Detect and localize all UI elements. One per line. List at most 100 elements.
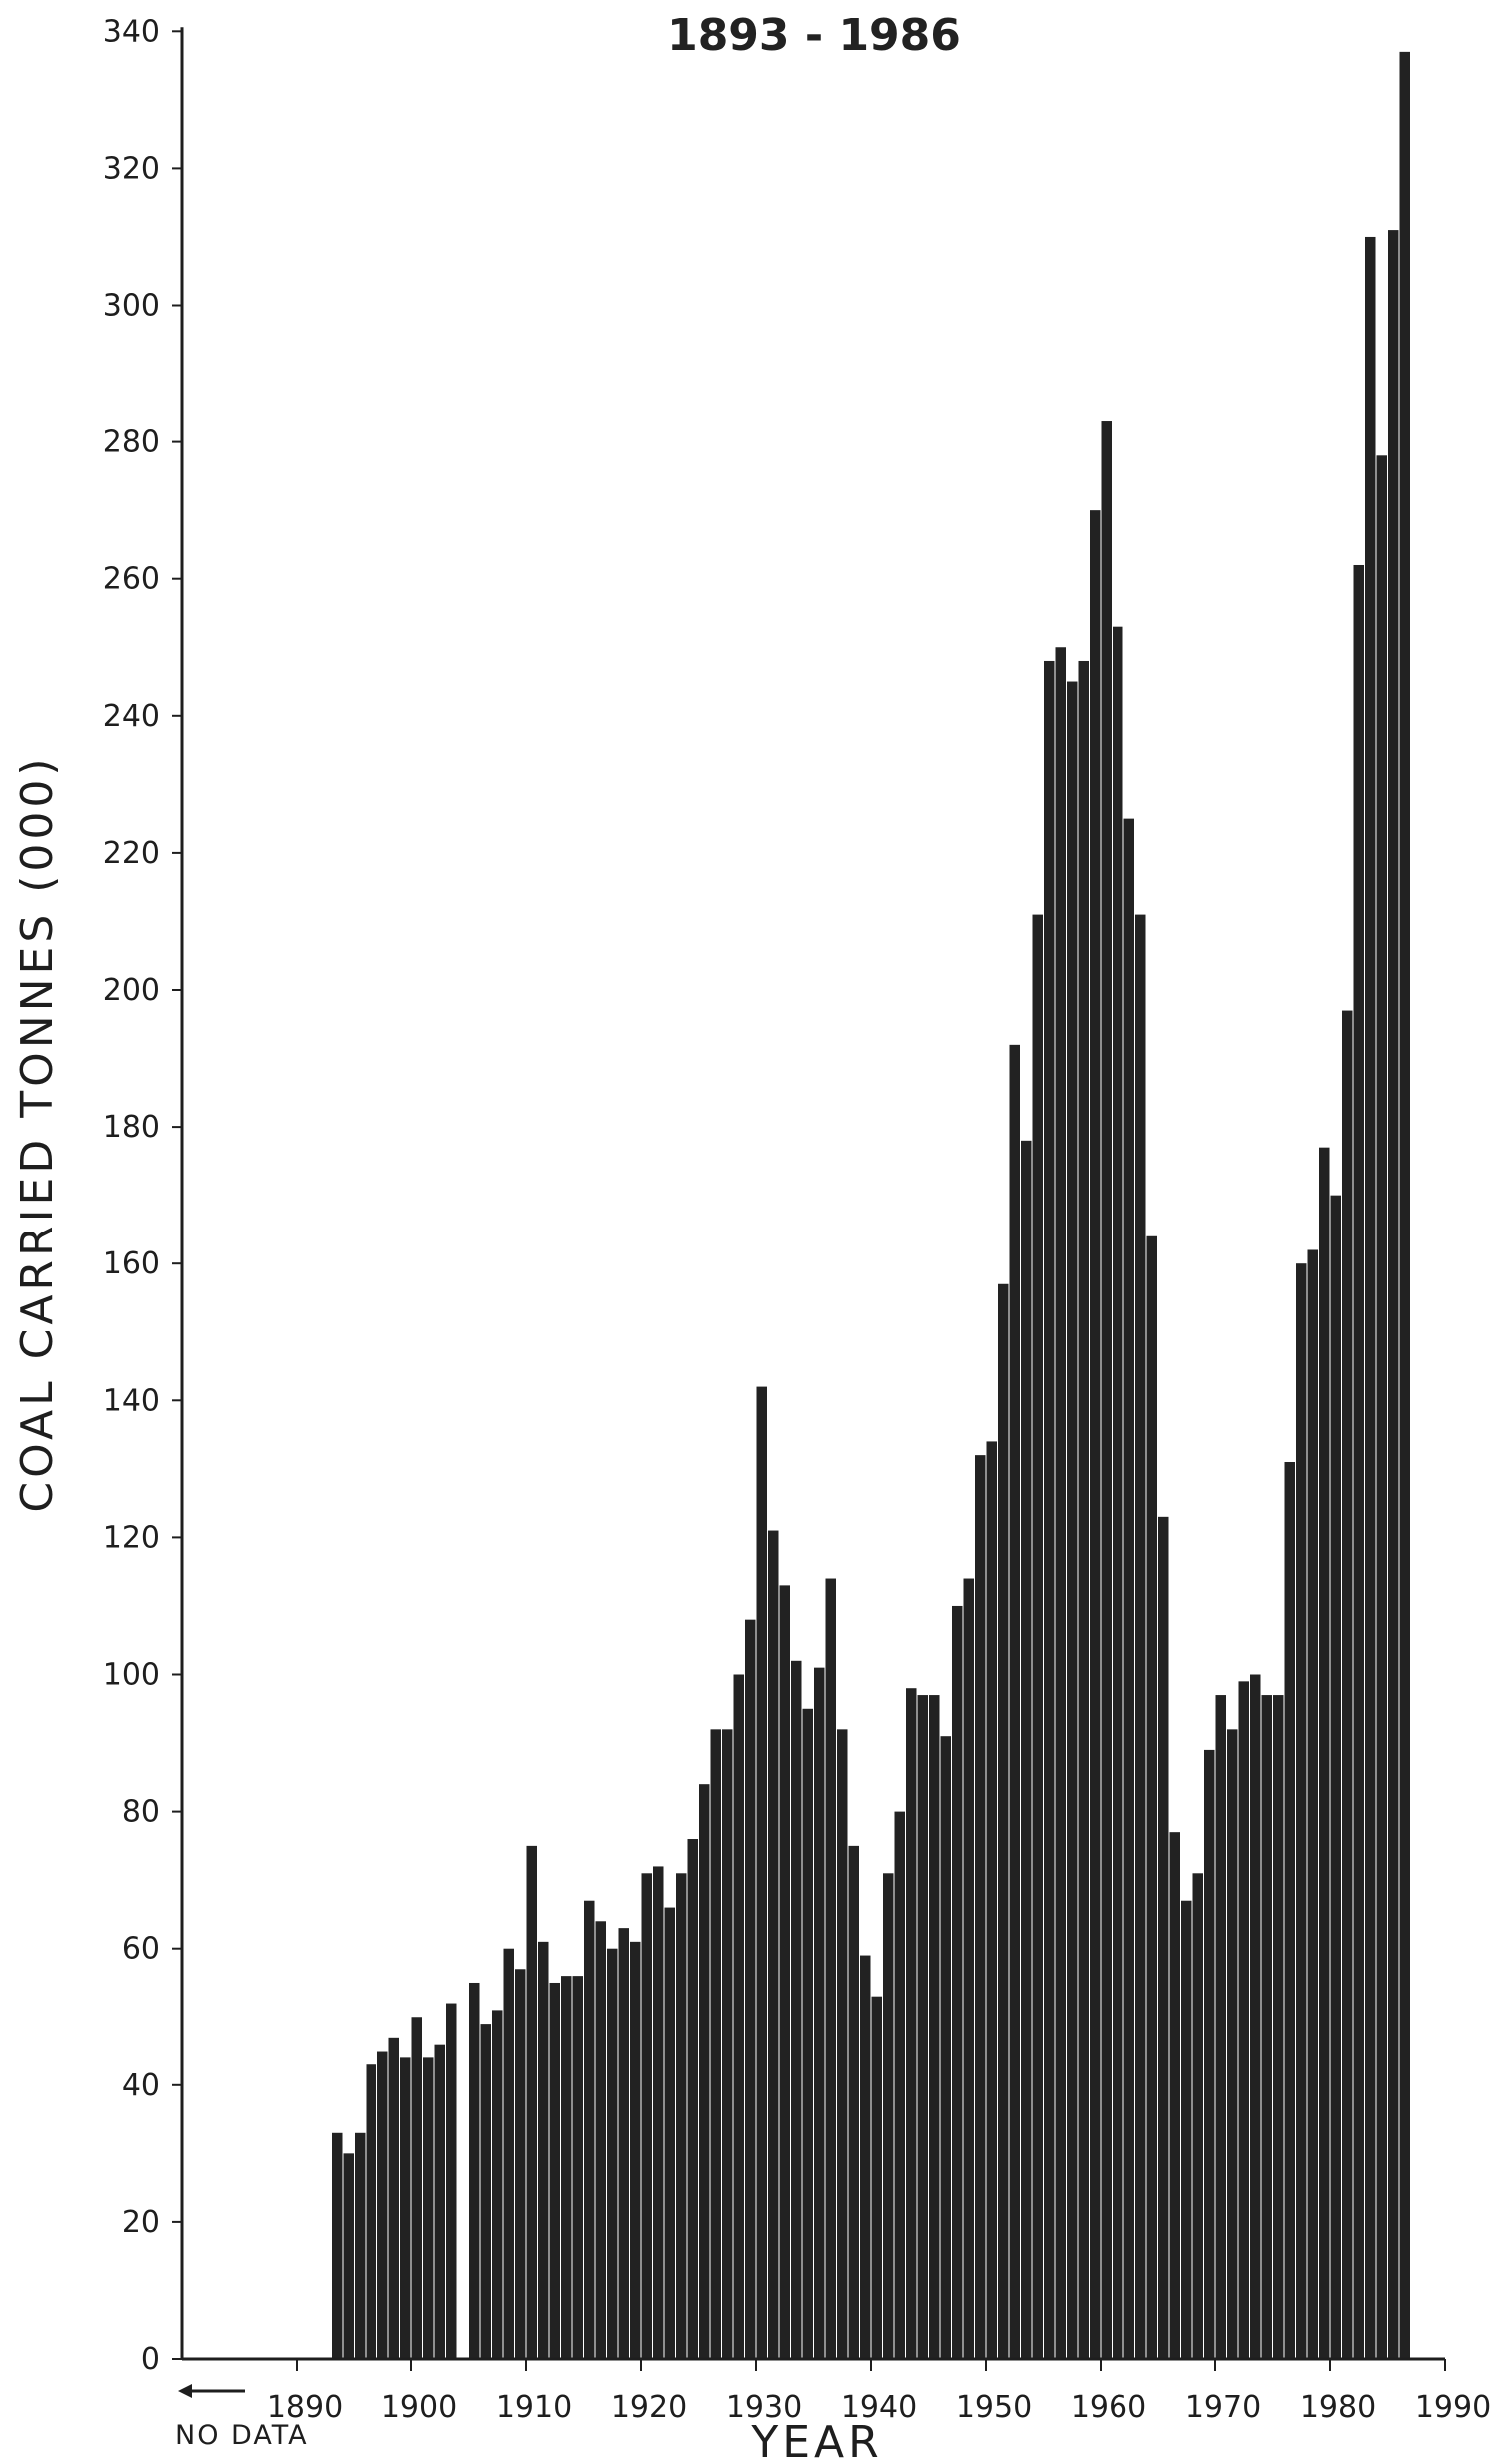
y-tick-label-280: 280 bbox=[103, 425, 160, 460]
bar-1960 bbox=[1101, 421, 1112, 2359]
x-tick-label-1930: 1930 bbox=[726, 2390, 802, 2425]
bar-1962 bbox=[1123, 818, 1134, 2359]
bar-1916 bbox=[595, 1921, 606, 2359]
bar-1953 bbox=[1021, 1140, 1032, 2359]
bar-1948 bbox=[963, 1578, 974, 2359]
y-tick-label-220: 220 bbox=[103, 836, 160, 871]
bar-1934 bbox=[802, 1708, 813, 2359]
bar-1958 bbox=[1078, 660, 1089, 2360]
bar-1946 bbox=[940, 1736, 951, 2359]
no-data-label: NO DATA bbox=[175, 2420, 309, 2451]
bar-1940 bbox=[871, 1996, 882, 2359]
bar-1927 bbox=[722, 1729, 733, 2359]
bar-1972 bbox=[1238, 1681, 1249, 2359]
bar-1901 bbox=[423, 2057, 434, 2359]
no-data-arrow bbox=[178, 2384, 245, 2398]
bar-1961 bbox=[1113, 626, 1123, 2359]
y-tick-label-120: 120 bbox=[103, 1520, 160, 1555]
bars-group bbox=[332, 51, 1410, 2360]
bar-1986 bbox=[1399, 51, 1410, 2360]
bar-1894 bbox=[343, 2153, 354, 2359]
bar-1919 bbox=[630, 1941, 641, 2359]
bar-1908 bbox=[503, 1948, 514, 2359]
x-ticks-group: 1890 1900 1910 1920 1930 1940 1950 1960 1970 1980… bbox=[267, 2359, 1491, 2425]
bar-1918 bbox=[618, 1928, 629, 2359]
bar-1983 bbox=[1365, 236, 1376, 2360]
x-tick-label-1970: 1970 bbox=[1185, 2390, 1261, 2425]
y-tick-label-180: 180 bbox=[103, 1110, 160, 1145]
bar-1955 bbox=[1044, 660, 1055, 2360]
bar-1926 bbox=[710, 1729, 721, 2359]
bar-1935 bbox=[814, 1667, 825, 2359]
bar-1900 bbox=[411, 2017, 422, 2359]
bar-1956 bbox=[1055, 647, 1066, 2359]
bar-1903 bbox=[446, 2003, 457, 2359]
bar-1945 bbox=[929, 1695, 940, 2359]
bar-1899 bbox=[400, 2057, 411, 2359]
x-tick-label-1950: 1950 bbox=[956, 2390, 1032, 2425]
bar-1981 bbox=[1342, 1010, 1353, 2360]
bar-1941 bbox=[883, 1873, 894, 2359]
bar-1963 bbox=[1135, 914, 1146, 2359]
bar-1906 bbox=[480, 2024, 491, 2359]
bar-1954 bbox=[1032, 914, 1043, 2359]
y-tick-label-100: 100 bbox=[103, 1658, 160, 1693]
bar-1978 bbox=[1307, 1249, 1318, 2359]
x-tick-label-1920: 1920 bbox=[611, 2390, 687, 2425]
bar-1976 bbox=[1284, 1461, 1295, 2359]
bar-1931 bbox=[768, 1530, 779, 2359]
bar-1929 bbox=[745, 1619, 756, 2359]
y-tick-label-20: 20 bbox=[122, 2205, 160, 2240]
x-tick-label-1980: 1980 bbox=[1300, 2390, 1376, 2425]
bar-1907 bbox=[492, 2010, 503, 2359]
bar-1912 bbox=[549, 1982, 560, 2359]
y-tick-label-60: 60 bbox=[122, 1932, 160, 1967]
bar-1973 bbox=[1250, 1674, 1261, 2359]
bar-1970 bbox=[1215, 1695, 1226, 2359]
x-tick-label-1900: 1900 bbox=[381, 2390, 457, 2425]
y-tick-label-200: 200 bbox=[103, 973, 160, 1008]
y-tick-label-40: 40 bbox=[122, 2068, 160, 2103]
bar-1932 bbox=[779, 1585, 790, 2359]
bar-1915 bbox=[584, 1900, 595, 2359]
bar-1913 bbox=[561, 1976, 572, 2359]
y-axis-title: COAL CARRIED TONNES (000) bbox=[12, 754, 63, 1512]
y-tick-label-80: 80 bbox=[122, 1795, 160, 1830]
bar-1965 bbox=[1158, 1516, 1169, 2359]
bar-1895 bbox=[355, 2132, 366, 2359]
bar-1943 bbox=[906, 1688, 917, 2359]
bar-1982 bbox=[1353, 564, 1364, 2359]
bar-1985 bbox=[1388, 230, 1399, 2360]
bar-1925 bbox=[699, 1784, 710, 2359]
bar-1924 bbox=[687, 1839, 698, 2359]
bar-1939 bbox=[860, 1955, 871, 2359]
bar-1968 bbox=[1192, 1873, 1203, 2359]
bar-1949 bbox=[975, 1455, 986, 2359]
x-tick-label-1940: 1940 bbox=[841, 2390, 917, 2425]
y-tick-label-140: 140 bbox=[103, 1383, 160, 1418]
bar-1975 bbox=[1273, 1695, 1284, 2359]
bar-1911 bbox=[538, 1941, 549, 2359]
bar-1959 bbox=[1090, 510, 1101, 2359]
bar-1964 bbox=[1146, 1235, 1157, 2359]
y-tick-label-0: 0 bbox=[141, 2342, 160, 2377]
bar-1936 bbox=[825, 1578, 836, 2359]
bar-1923 bbox=[676, 1873, 687, 2359]
x-tick-label-1910: 1910 bbox=[496, 2390, 572, 2425]
bar-1922 bbox=[664, 1907, 675, 2359]
chart-title: 1893 - 1986 bbox=[667, 10, 961, 61]
y-ticks-group: 0 20 40 60 80 100 120 140 160 180 200 220 240 260 280 3… bbox=[103, 14, 182, 2377]
y-tick-label-240: 240 bbox=[103, 699, 160, 734]
bar-1897 bbox=[377, 2051, 388, 2359]
bar-1928 bbox=[733, 1674, 744, 2359]
bar-1909 bbox=[515, 1969, 526, 2359]
x-tick-label-1960: 1960 bbox=[1071, 2390, 1146, 2425]
bar-1979 bbox=[1319, 1147, 1330, 2359]
x-tick-label-1890: 1890 bbox=[267, 2390, 343, 2425]
bar-1944 bbox=[917, 1695, 928, 2359]
bar-1969 bbox=[1204, 1749, 1215, 2359]
bar-1914 bbox=[572, 1976, 583, 2359]
bar-1893 bbox=[332, 2132, 343, 2359]
bar-1896 bbox=[366, 2064, 376, 2359]
y-tick-label-320: 320 bbox=[103, 151, 160, 186]
